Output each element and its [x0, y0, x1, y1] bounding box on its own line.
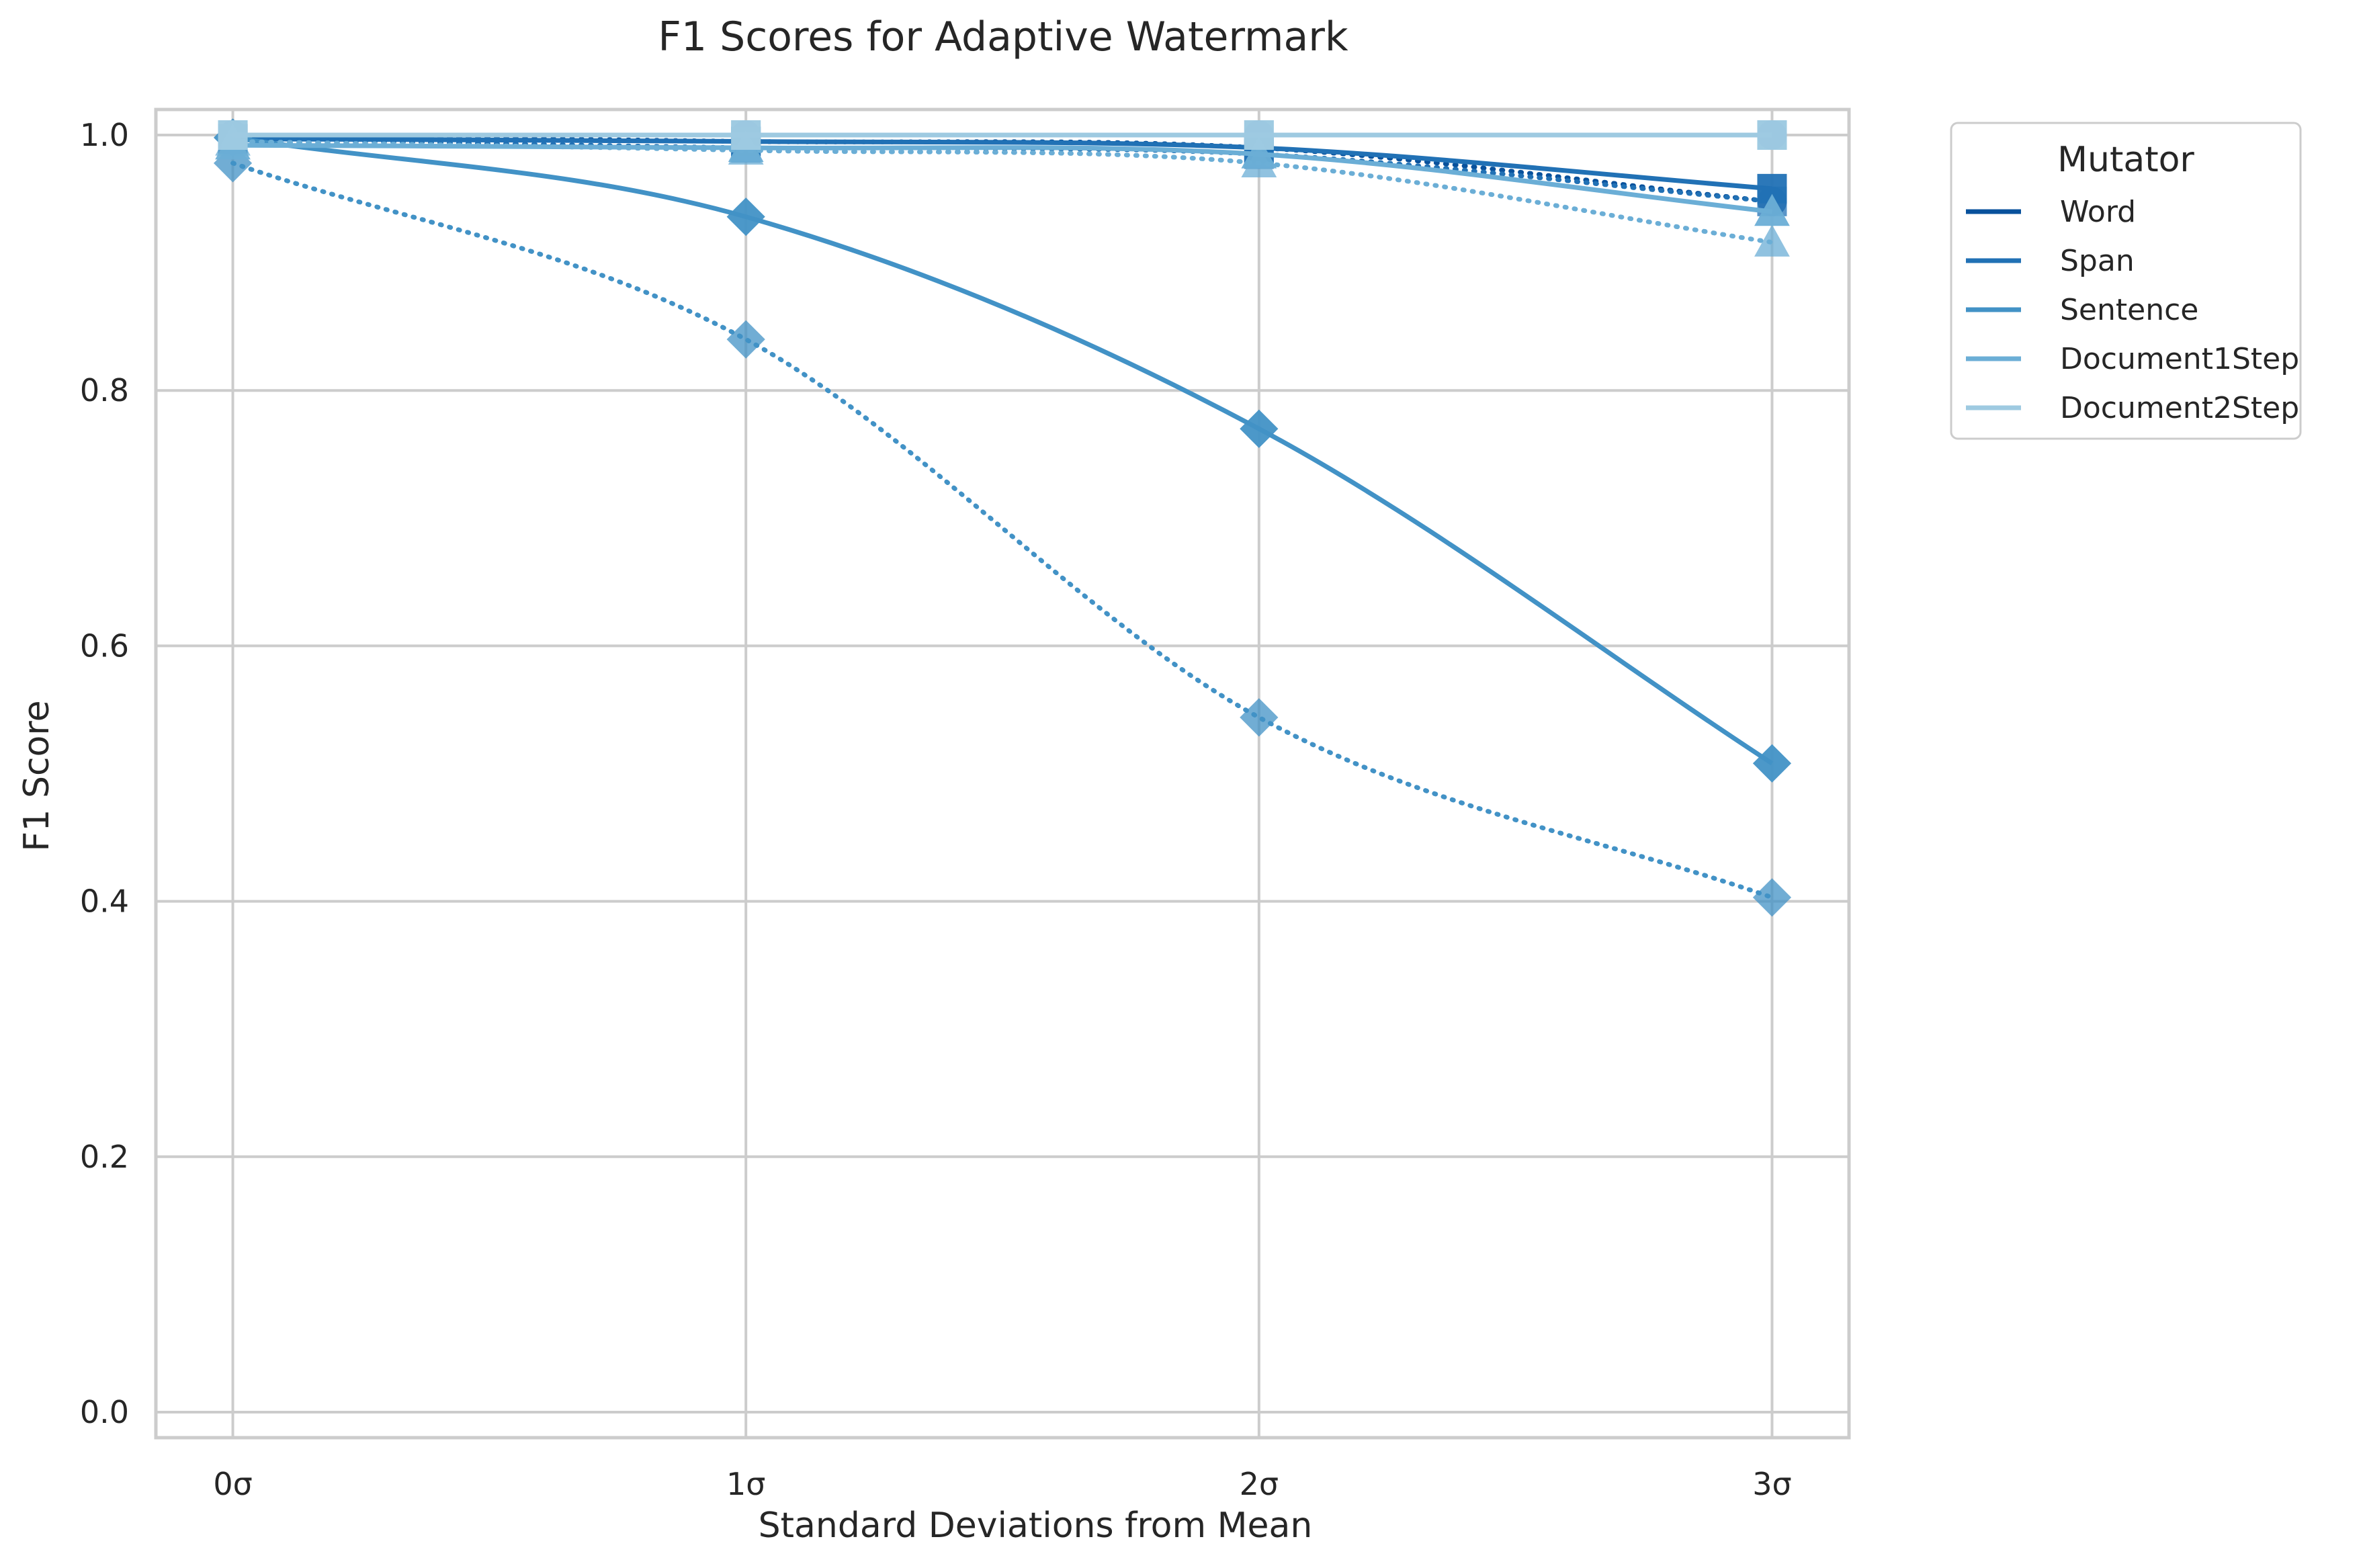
legend-box [1950, 122, 2302, 440]
legend-label: Document2Step [2060, 391, 2299, 425]
y-tick-label: 0.2 [80, 1139, 129, 1175]
y-tick-label: 0.8 [80, 372, 129, 408]
series-layer [213, 118, 1792, 917]
data-point-document2step-dotted [1757, 120, 1787, 150]
data-point-document2step-dotted [218, 120, 248, 150]
legend: Mutator Word Span Sentence Document1Step Doc… [1950, 122, 2302, 440]
data-point-sentence-dotted [1752, 878, 1792, 917]
legend-label: Span [2060, 244, 2135, 278]
y-axis-label: F1 Score [17, 700, 57, 851]
x-tick-label: 3σ [1752, 1466, 1791, 1502]
data-point-document1step-dotted [1241, 145, 1277, 177]
legend-label: Document1Step [2060, 342, 2299, 376]
plot-frame [154, 107, 1851, 1440]
y-tick-label: 0.6 [80, 627, 129, 664]
series-line-sentence-solid [232, 135, 1774, 766]
chart-title: F1 Scores for Adaptive Watermark [658, 13, 1348, 60]
series-line-sentence-dotted [230, 161, 1774, 900]
data-point-document2step-dotted [1244, 120, 1274, 150]
data-point-sentence-solid [1752, 744, 1792, 783]
data-point-document2step-dotted [731, 120, 761, 150]
series-line-span-solid [232, 136, 1772, 191]
series-line-document1step-dotted [230, 139, 1774, 245]
x-tick-label: 1σ [726, 1466, 765, 1502]
data-point-sentence-solid [1240, 409, 1279, 448]
legend-label: Word [2060, 195, 2136, 229]
x-tick-label: 0σ [213, 1466, 252, 1502]
legend-label: Sentence [2060, 293, 2198, 327]
legend-title: Mutator [2057, 140, 2194, 180]
series-document2step-dotted [218, 120, 1787, 150]
data-point-sentence-dotted [1240, 698, 1279, 737]
series-sentence-dotted [213, 144, 1792, 917]
tick-layer: 0σ 1σ 2σ 3σ 0.0 0.2 0.4 0.6 0.8 1.0 [80, 117, 1792, 1502]
data-point-document1step-dotted [1754, 224, 1790, 257]
data-point-sentence-solid [726, 198, 765, 236]
legend-entries: Word Span Sentence Document1Step Document2St… [1966, 195, 2299, 425]
data-point-document1step-solid [1754, 193, 1790, 226]
y-tick-label: 0.4 [80, 883, 129, 920]
y-tick-label: 1.0 [80, 117, 129, 153]
x-tick-label: 2σ [1240, 1466, 1279, 1502]
x-axis-label: Standard Deviations from Mean [759, 1506, 1313, 1546]
data-point-sentence-dotted [726, 320, 765, 359]
y-tick-label: 0.0 [80, 1394, 129, 1430]
